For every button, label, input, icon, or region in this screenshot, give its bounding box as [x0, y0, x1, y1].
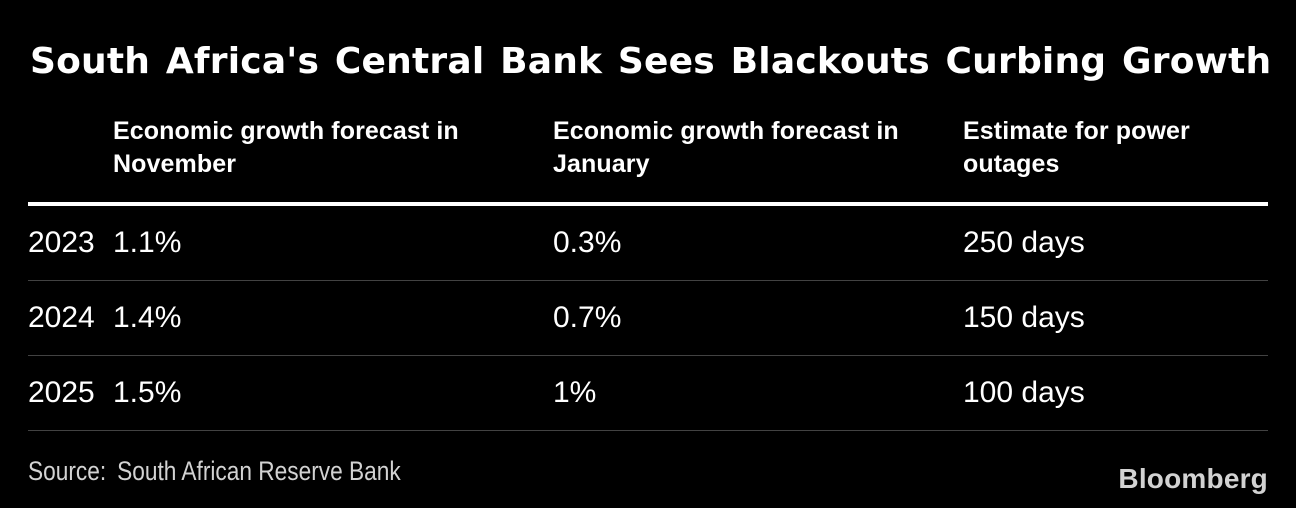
table-row-2025: 2025 1.5% 1% 100 days	[28, 356, 1268, 431]
november-forecast-cell: 1.5%	[113, 376, 182, 409]
january-forecast-cell: 0.3%	[553, 226, 622, 259]
column-header-power-outages: Estimate for power outages	[963, 117, 1190, 178]
column-header-year	[28, 115, 113, 181]
source-note: Source: South African Reserve Bank	[28, 455, 401, 487]
power-outages-cell: 250 days	[963, 226, 1085, 259]
year-cell: 2023	[28, 226, 95, 259]
year-cell: 2024	[28, 301, 95, 334]
source-label: Source:	[28, 456, 107, 486]
year-cell: 2025	[28, 376, 95, 409]
january-forecast-cell: 0.7%	[553, 301, 622, 334]
data-table: Economic growth forecast in November Eco…	[28, 115, 1268, 431]
table-row-2024: 2024 1.4% 0.7% 150 days	[28, 281, 1268, 356]
power-outages-cell: 150 days	[963, 301, 1085, 334]
november-forecast-cell: 1.1%	[113, 226, 182, 259]
power-outages-cell: 100 days	[963, 376, 1085, 409]
column-header-january-forecast: Economic growth forecast in January	[553, 117, 899, 178]
column-header-november-forecast: Economic growth forecast in November	[113, 117, 459, 178]
bloomberg-logo: Bloomberg	[1118, 463, 1268, 494]
november-forecast-cell: 1.4%	[113, 301, 182, 334]
source-text: South African Reserve Bank	[117, 456, 401, 486]
january-forecast-cell: 1%	[553, 376, 597, 409]
chart-title: South Africa's Central Bank Sees Blackou…	[30, 41, 1272, 82]
table-header-row: Economic growth forecast in November Eco…	[28, 115, 1268, 206]
table-row-2023: 2023 1.1% 0.3% 250 days	[28, 206, 1268, 281]
